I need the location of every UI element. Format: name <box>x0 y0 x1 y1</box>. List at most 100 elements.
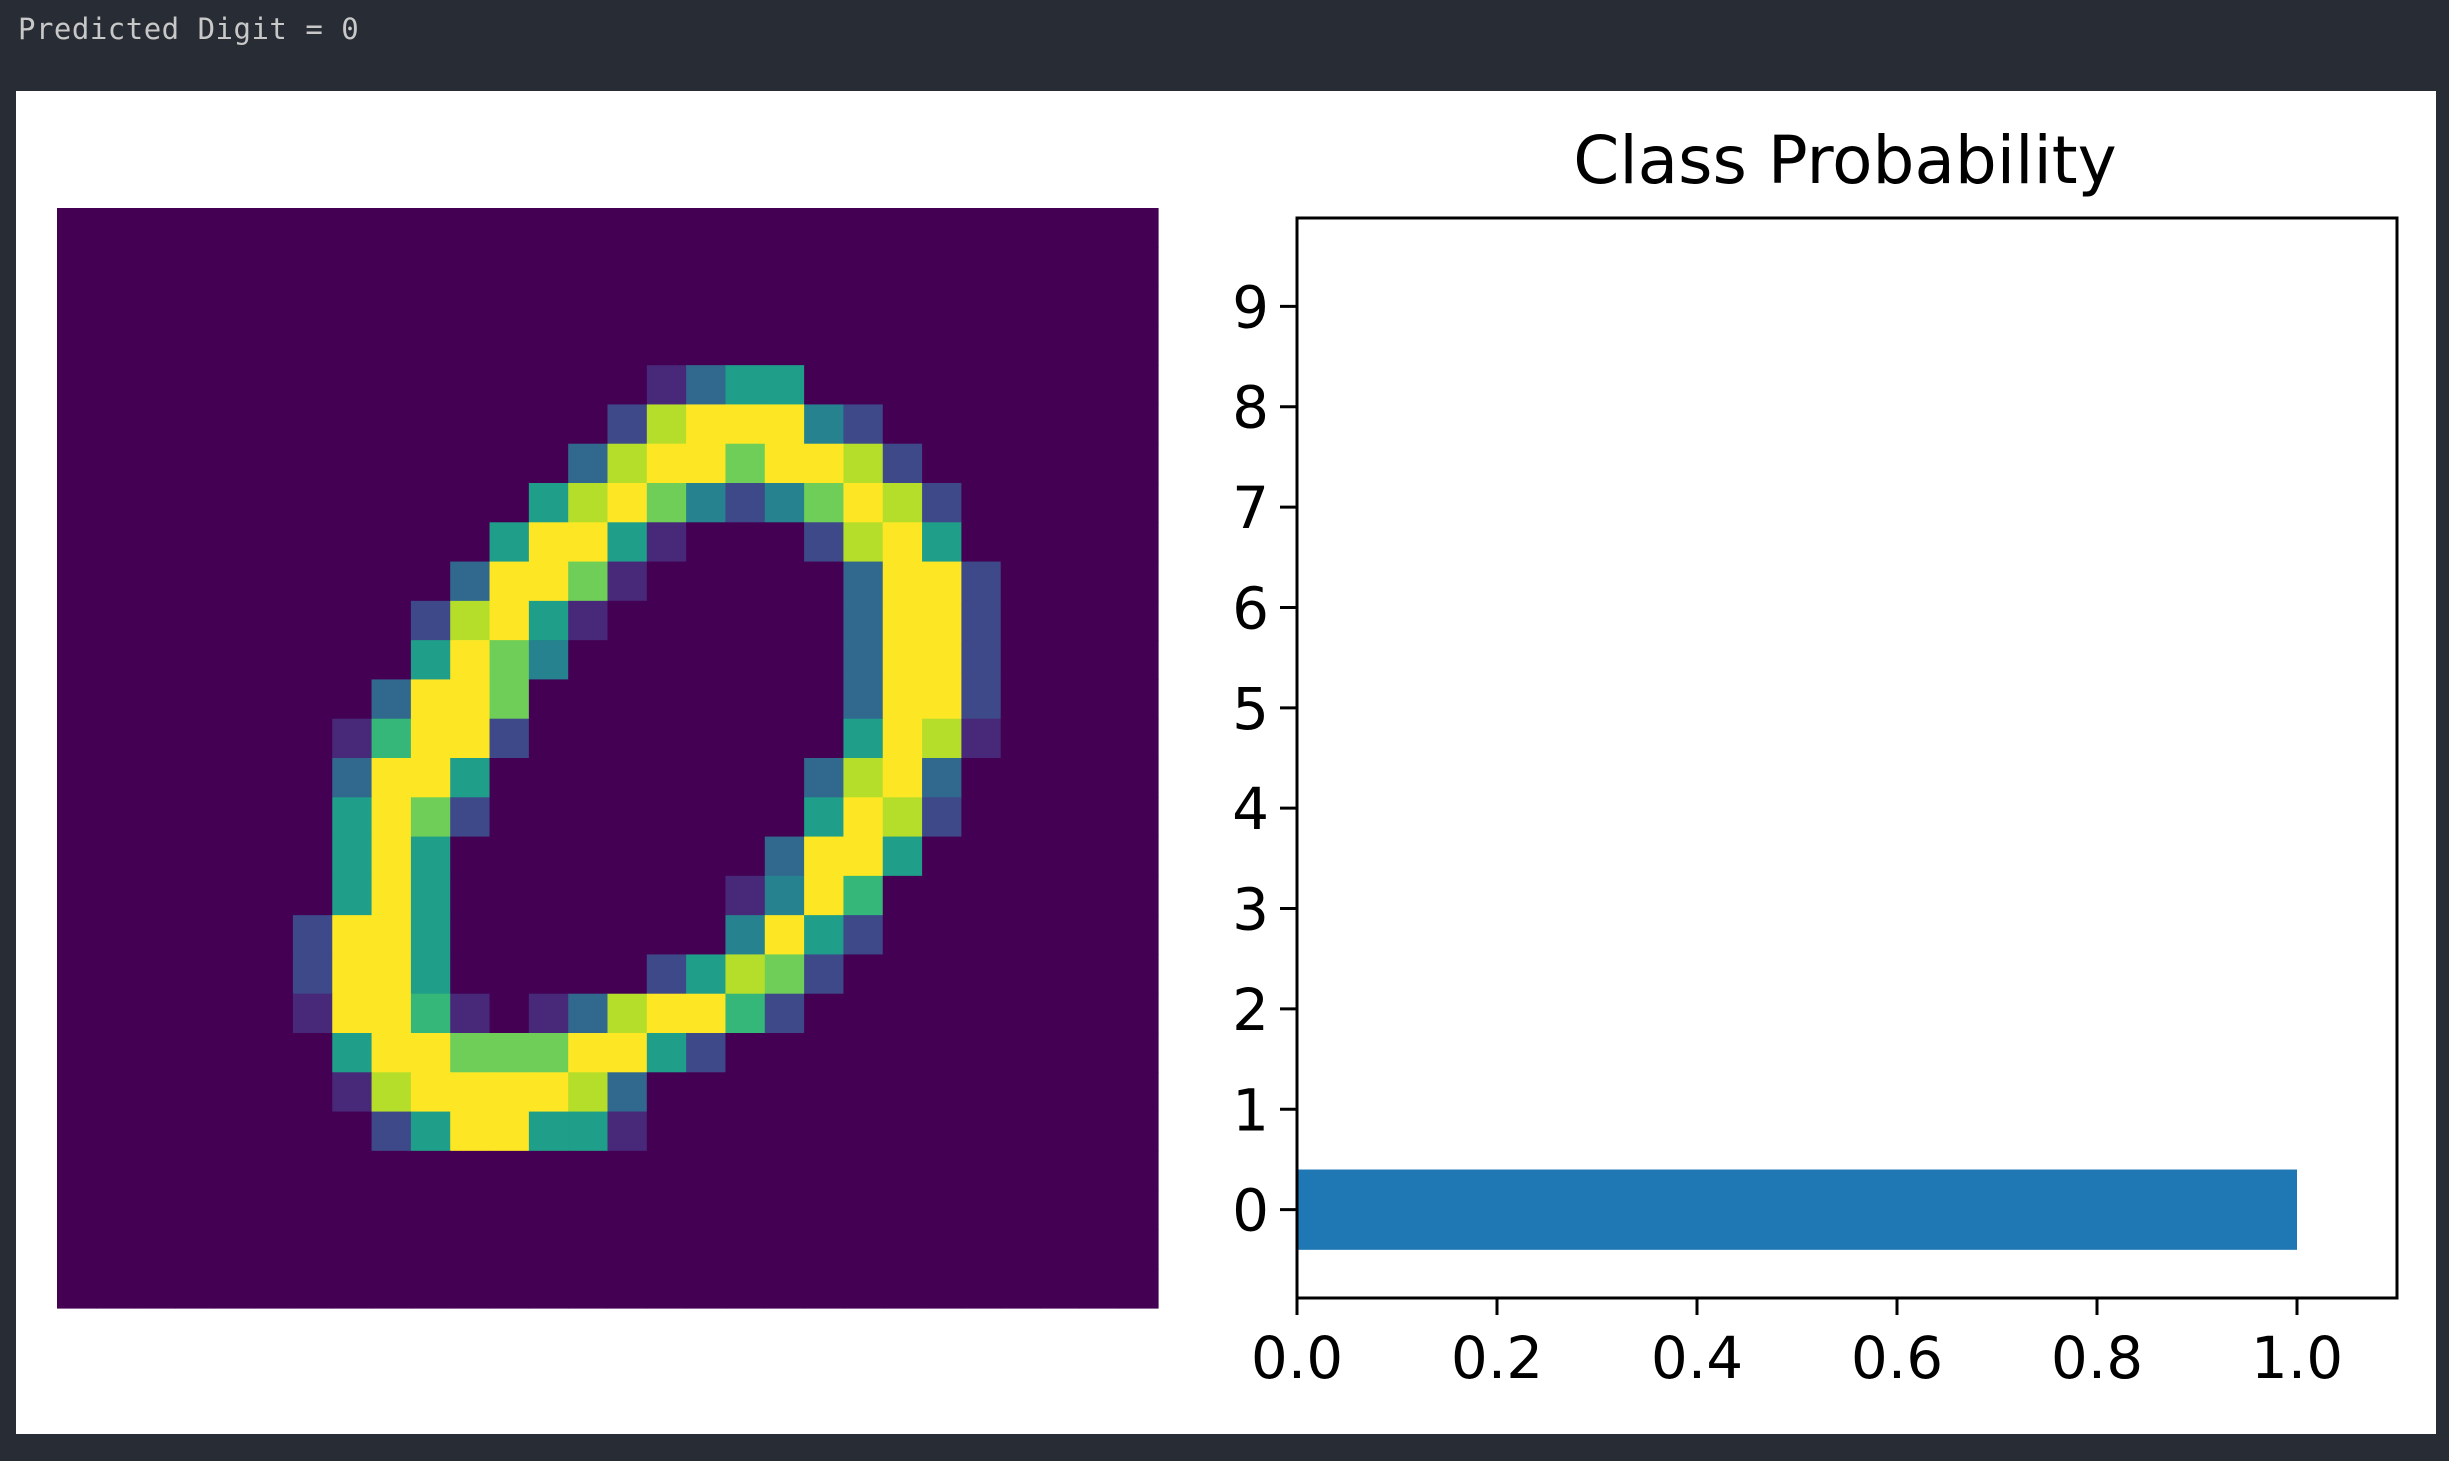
heatmap-cell <box>1000 1190 1041 1231</box>
heatmap-cell <box>1118 1033 1159 1073</box>
heatmap-cell <box>568 483 609 523</box>
heatmap-cell <box>1000 1150 1041 1191</box>
heatmap-cell <box>804 718 845 759</box>
heatmap-cell <box>1118 365 1159 406</box>
heatmap-cell <box>528 443 569 484</box>
heatmap-cell <box>450 483 491 523</box>
heatmap-cell <box>843 915 884 956</box>
heatmap-cell <box>528 836 569 877</box>
heatmap-cell <box>135 1033 176 1073</box>
heatmap-cell <box>214 286 255 327</box>
heatmap-cell <box>725 640 766 681</box>
heatmap-cell <box>253 875 294 916</box>
heatmap-cell <box>135 1150 176 1191</box>
heatmap-cell <box>371 208 412 248</box>
heatmap-cell <box>253 522 294 563</box>
bar-group <box>1297 1169 2297 1250</box>
heatmap-cell <box>607 600 648 641</box>
heatmap-cell <box>57 208 97 248</box>
heatmap-cell <box>1000 208 1041 248</box>
heatmap-cell <box>1040 1072 1080 1113</box>
heatmap-cell <box>410 718 451 759</box>
heatmap-cell <box>450 797 491 838</box>
heatmap-cell <box>922 522 962 563</box>
heatmap-cell <box>725 758 766 798</box>
heatmap-cell <box>646 1111 687 1152</box>
heatmap-cell <box>332 483 373 523</box>
heatmap-cell <box>135 718 176 759</box>
heatmap-cell <box>922 640 962 681</box>
heatmap-cell <box>1118 561 1159 602</box>
heatmap-cell <box>410 404 451 445</box>
heatmap-cell <box>528 1033 569 1073</box>
heatmap-cell <box>804 758 845 798</box>
x-tick-label: 0.6 <box>1851 1324 1943 1392</box>
heatmap-cell <box>961 404 1002 445</box>
heatmap-cell <box>489 404 530 445</box>
heatmap-cell <box>174 875 215 916</box>
heatmap-cell <box>1118 600 1159 641</box>
heatmap-cell <box>96 875 137 916</box>
heatmap-cell <box>96 208 137 248</box>
heatmap-cell <box>410 836 451 877</box>
heatmap-cell <box>607 954 648 995</box>
heatmap-cell <box>607 875 648 916</box>
heatmap-cell <box>332 1190 373 1231</box>
heatmap-cell <box>135 404 176 445</box>
heatmap-cell <box>489 640 530 681</box>
heatmap-cell <box>410 1111 451 1152</box>
heatmap-cell <box>1118 1268 1159 1309</box>
heatmap-cell <box>253 483 294 523</box>
heatmap-cell <box>292 1229 333 1270</box>
heatmap-cell <box>725 679 766 720</box>
heatmap-cell <box>646 875 687 916</box>
heatmap-cell <box>843 365 884 406</box>
heatmap-cell <box>528 522 569 563</box>
heatmap-cell <box>1118 758 1159 798</box>
heatmap-cell <box>922 208 962 248</box>
heatmap-cell <box>253 443 294 484</box>
heatmap-cell <box>568 404 609 445</box>
heatmap-cell <box>804 443 845 484</box>
heatmap-cell <box>568 993 609 1034</box>
heatmap-cell <box>174 640 215 681</box>
heatmap-cell <box>725 600 766 641</box>
heatmap-cell <box>646 443 687 484</box>
heatmap-cell <box>174 1072 215 1113</box>
heatmap-cell <box>961 875 1002 916</box>
heatmap-cell <box>135 1268 176 1309</box>
heatmap-cell <box>410 286 451 327</box>
heatmap-cell <box>607 1033 648 1073</box>
heatmap-cell <box>646 836 687 877</box>
heatmap-cell <box>843 993 884 1034</box>
heatmap-cell <box>646 247 687 288</box>
heatmap-cell <box>135 522 176 563</box>
heatmap-cell <box>292 797 333 838</box>
heatmap-cell <box>410 1150 451 1191</box>
heatmap-cell <box>725 208 766 248</box>
heatmap-cell <box>253 404 294 445</box>
heatmap-cell <box>1118 1190 1159 1231</box>
heatmap-cell <box>764 1033 805 1073</box>
heatmap-cell <box>489 247 530 288</box>
heatmap-cell <box>843 443 884 484</box>
heatmap-cell <box>882 325 923 366</box>
heatmap-cell <box>410 640 451 681</box>
heatmap-cell <box>292 325 333 366</box>
heatmap-cell <box>1040 325 1080 366</box>
heatmap-cell <box>804 1072 845 1113</box>
heatmap-cell <box>371 1033 412 1073</box>
heatmap-cell <box>1118 483 1159 523</box>
heatmap-cell <box>804 208 845 248</box>
heatmap-cell <box>332 600 373 641</box>
heatmap-cell <box>764 600 805 641</box>
heatmap-cell <box>646 325 687 366</box>
heatmap-cell <box>961 247 1002 288</box>
heatmap-cell <box>843 640 884 681</box>
heatmap-cell <box>332 404 373 445</box>
heatmap-cell <box>843 483 884 523</box>
heatmap-cell <box>96 443 137 484</box>
y-tick-label: 1 <box>1232 1076 1269 1144</box>
heatmap-cell <box>961 718 1002 759</box>
heatmap-cell <box>686 483 727 523</box>
